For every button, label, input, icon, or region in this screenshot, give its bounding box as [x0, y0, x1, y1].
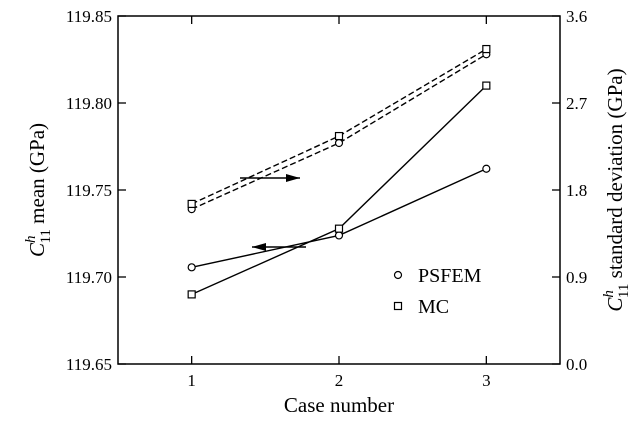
right-axis-symbol: C — [603, 297, 627, 312]
data-point-mc — [482, 81, 491, 90]
right-y-tick-label: 1.8 — [566, 181, 587, 200]
x-axis-title: Case number — [284, 393, 394, 417]
annotation-arrows — [240, 174, 306, 251]
legend-marker-circle — [393, 270, 403, 280]
left-axis-title: Ch11 mean (GPa) — [23, 123, 54, 257]
left-axis-sub: 11 — [38, 229, 54, 243]
series-line-mc-left — [191, 48, 487, 205]
x-tick-label: 2 — [335, 371, 344, 390]
data-point-mc — [334, 224, 344, 233]
arrow-left-head — [252, 243, 266, 251]
left-axis-sup: h — [23, 236, 39, 244]
data-point-psfem — [334, 138, 344, 148]
data-point-mc — [187, 199, 196, 209]
data-point-psfem — [482, 164, 491, 173]
data-point-mc — [482, 44, 491, 54]
right-axis-sub: 11 — [616, 284, 632, 298]
left-y-tick-label: 119.85 — [66, 7, 112, 26]
data-point-mc — [187, 290, 196, 299]
legend-marker-square — [393, 301, 403, 311]
data-point-psfem — [334, 231, 344, 240]
data-point-mc — [334, 131, 344, 141]
left-axis-symbol: C — [25, 242, 49, 257]
left-axis-text: mean (GPa) — [25, 123, 49, 229]
series-line-psfem-left — [191, 53, 487, 210]
x-tick-label: 1 — [187, 371, 196, 390]
arrow-right-head — [286, 174, 300, 182]
left-y-tick-label: 119.70 — [66, 268, 112, 287]
right-axis-text: standard deviation (GPa) — [603, 68, 627, 283]
right-axis-sup: h — [601, 290, 617, 298]
right-axis-title: Ch11 standard deviation (GPa) — [601, 68, 632, 311]
right-y-tick-label: 0.0 — [566, 355, 587, 374]
series-layer — [187, 44, 491, 299]
legend: PSFEM MC — [393, 265, 482, 318]
right-y-tick-label: 0.9 — [566, 268, 587, 287]
left-y-tick-label: 119.75 — [66, 181, 112, 200]
right-y-tick-label: 2.7 — [566, 94, 588, 113]
ticks: 1 2 3 119.65 119.70 119.75 119.80 119.85 0.0 0.9 1… — [66, 7, 588, 390]
left-y-tick-label: 119.80 — [66, 94, 112, 113]
x-tick-label: 3 — [482, 371, 491, 390]
data-point-psfem — [187, 263, 196, 272]
plot-frame — [117, 15, 561, 365]
legend-label-psfem: PSFEM — [418, 265, 482, 287]
left-y-tick-label: 119.65 — [66, 355, 112, 374]
right-y-tick-label: 3.6 — [566, 7, 587, 26]
legend-label-mc: MC — [418, 296, 449, 318]
